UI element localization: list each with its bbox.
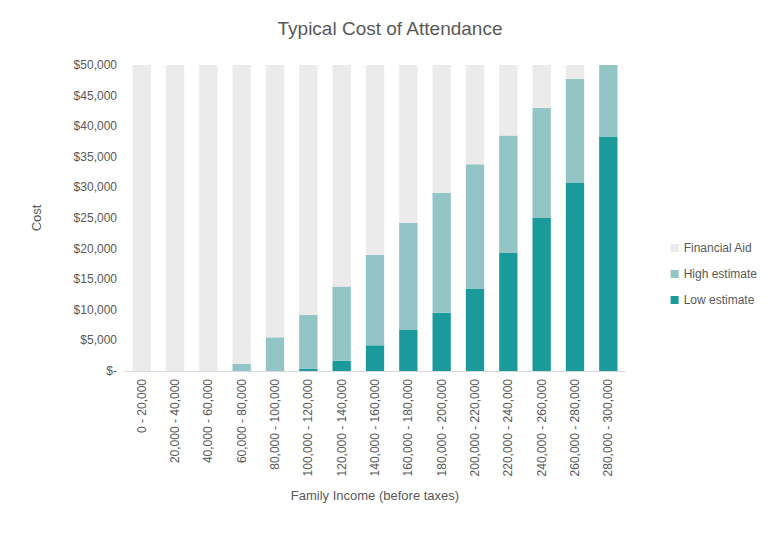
- svg-text:$25,000: $25,000: [74, 211, 118, 225]
- svg-text:240,000 - 260,000: 240,000 - 260,000: [535, 379, 549, 477]
- svg-text:Typical Cost of Attendance: Typical Cost of Attendance: [278, 18, 503, 39]
- svg-text:High estimate: High estimate: [684, 267, 758, 281]
- svg-text:$-: $-: [106, 364, 117, 378]
- svg-text:Cost: Cost: [29, 204, 44, 231]
- svg-text:160,000 - 180,000: 160,000 - 180,000: [401, 379, 415, 477]
- svg-text:60,000 - 80,000: 60,000 - 80,000: [235, 379, 249, 463]
- svg-text:Low estimate: Low estimate: [684, 293, 755, 307]
- svg-text:Financial Aid: Financial Aid: [684, 241, 752, 255]
- svg-text:200,000 - 220,000: 200,000 - 220,000: [468, 379, 482, 477]
- svg-text:40,000 - 60,000: 40,000 - 60,000: [201, 379, 215, 463]
- svg-text:$35,000: $35,000: [74, 150, 118, 164]
- svg-text:$5,000: $5,000: [80, 333, 117, 347]
- svg-text:$20,000: $20,000: [74, 242, 118, 256]
- svg-text:260,000 - 280,000: 260,000 - 280,000: [568, 379, 582, 477]
- svg-text:$15,000: $15,000: [74, 272, 118, 286]
- svg-text:$50,000: $50,000: [74, 58, 118, 72]
- svg-text:120,000 - 140,000: 120,000 - 140,000: [335, 379, 349, 477]
- svg-text:$30,000: $30,000: [74, 180, 118, 194]
- svg-text:220,000 - 240,000: 220,000 - 240,000: [501, 379, 515, 477]
- svg-text:20,000 - 40,000: 20,000 - 40,000: [168, 379, 182, 463]
- svg-text:180,000 - 200,000: 180,000 - 200,000: [435, 379, 449, 477]
- svg-text:$45,000: $45,000: [74, 89, 118, 103]
- svg-text:280,000 - 300,000: 280,000 - 300,000: [601, 379, 615, 477]
- svg-text:140,000 - 160,000: 140,000 - 160,000: [368, 379, 382, 477]
- svg-text:0 - 20,000: 0 - 20,000: [135, 379, 149, 433]
- svg-text:100,000 - 120,000: 100,000 - 120,000: [301, 379, 315, 477]
- svg-text:$40,000: $40,000: [74, 119, 118, 133]
- svg-text:$10,000: $10,000: [74, 303, 118, 317]
- svg-text:80,000 - 100,000: 80,000 - 100,000: [268, 379, 282, 470]
- svg-text:Family Income (before taxes): Family Income (before taxes): [291, 488, 459, 503]
